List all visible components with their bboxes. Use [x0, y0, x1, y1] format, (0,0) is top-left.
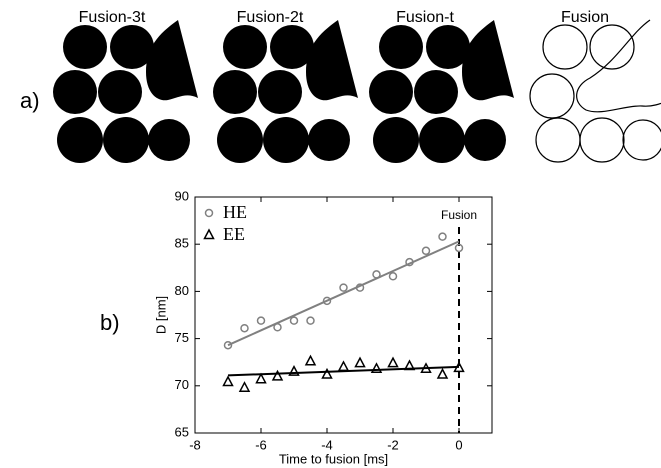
point [436, 367, 449, 379]
x-tick-label: -6 [255, 437, 267, 452]
plot-frame [194, 196, 493, 434]
point [354, 356, 366, 368]
distance-label: D [434, 75, 445, 92]
point [288, 365, 300, 376]
point [454, 243, 464, 253]
point [321, 367, 333, 379]
legend-label: EE [223, 224, 245, 244]
point [421, 246, 431, 256]
x-axis-label: Time to fusion [ms] [279, 451, 388, 466]
point [355, 283, 365, 292]
y-tick-label: 65 [175, 424, 189, 439]
point [238, 381, 251, 392]
y-tick-label: 80 [175, 283, 189, 298]
annotation: Fusion [441, 208, 477, 222]
cell-diagram [529, 19, 661, 163]
chart: 65 70 75 80 85 90 -8 -6 -4 -2 0 Time to fusion [ms]… [153, 188, 493, 466]
point [388, 272, 398, 281]
panel-label: a) [20, 88, 40, 113]
legend-marker [203, 228, 215, 240]
point [306, 316, 315, 325]
panel-title: Fusion [561, 9, 609, 26]
panel-label: b) [100, 310, 120, 335]
point [438, 232, 447, 241]
point [223, 340, 233, 350]
x-tick-label: -2 [387, 437, 399, 452]
point [372, 270, 381, 279]
point [337, 360, 350, 372]
x-tick-label: 0 [455, 437, 462, 452]
y-tick-label: 90 [175, 188, 189, 203]
point [403, 359, 416, 371]
legend-marker [204, 208, 214, 218]
y-axis-label: D [nm] [153, 296, 168, 334]
distance-label: D [278, 75, 289, 92]
point [222, 375, 234, 387]
point [273, 323, 282, 332]
x-tick-label: -4 [321, 437, 333, 452]
point [240, 323, 249, 333]
x-tick-label: -8 [189, 437, 201, 452]
panel-title: Fusion-3t [79, 9, 146, 26]
fit-line [227, 240, 460, 347]
point [255, 372, 267, 384]
point [304, 354, 317, 366]
legend-label: HE [223, 202, 247, 222]
point [453, 361, 465, 373]
point [387, 356, 399, 368]
point [271, 369, 284, 381]
point [339, 283, 348, 292]
y-tick-label: 75 [175, 330, 189, 345]
distance-label: D [118, 75, 129, 92]
point [370, 362, 383, 374]
point [405, 257, 414, 267]
panel-title: Fusion-2t [237, 9, 304, 26]
point [322, 296, 332, 306]
point [420, 362, 432, 374]
panel-title: Fusion-t [396, 9, 454, 26]
point [256, 316, 266, 325]
y-tick-label: 85 [175, 236, 189, 251]
y-tick-label: 70 [175, 377, 189, 392]
point [289, 316, 299, 325]
